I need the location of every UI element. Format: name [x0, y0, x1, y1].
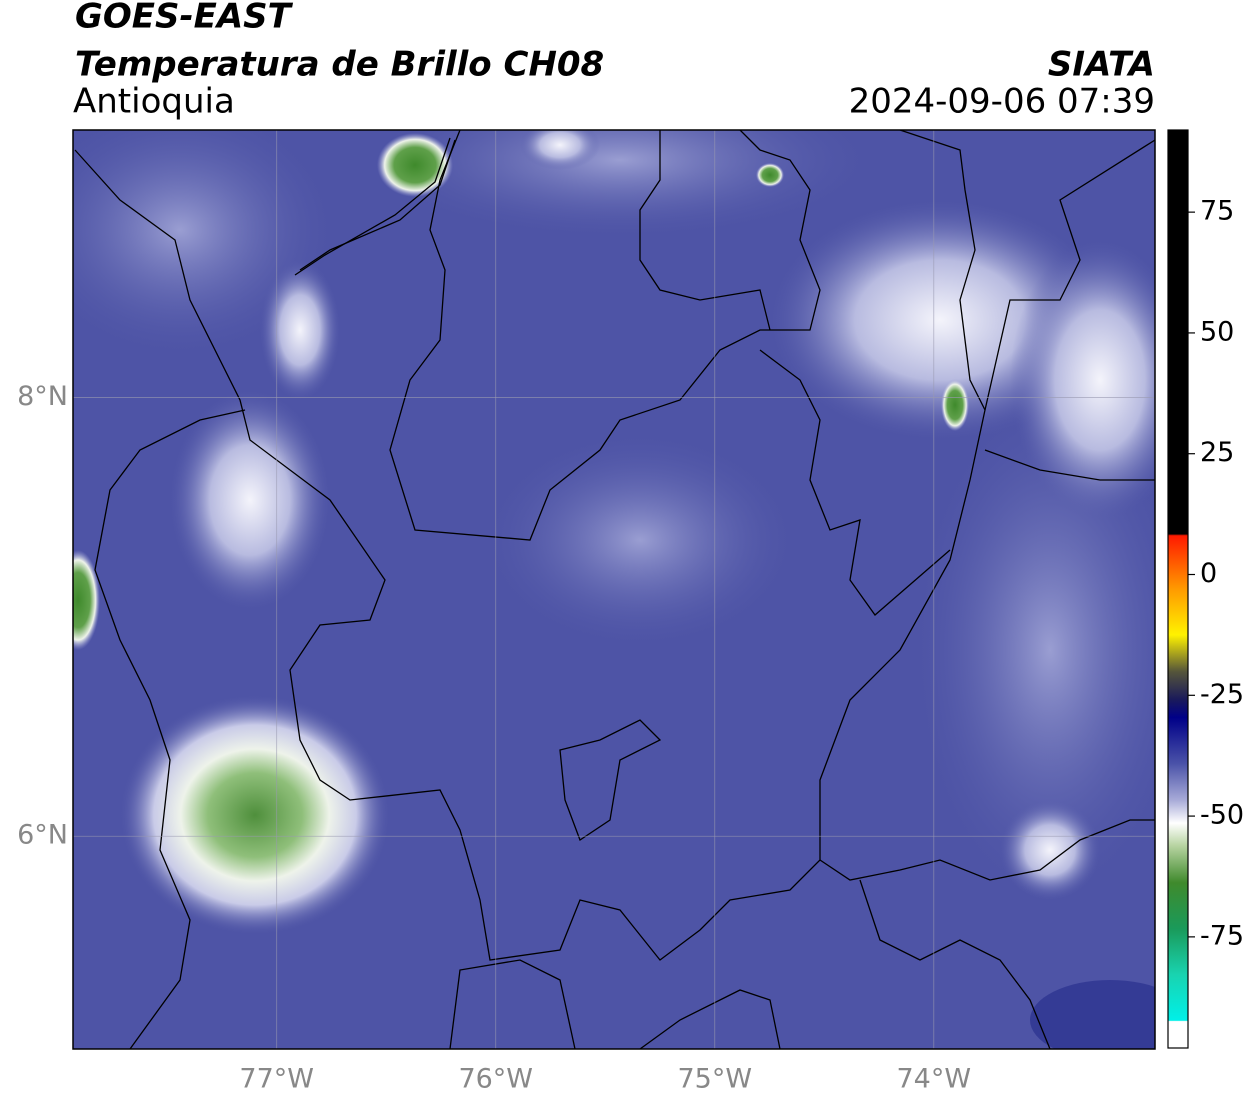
- colorbar-tick-label: -50: [1200, 800, 1244, 831]
- cloud: [910, 390, 1155, 910]
- cold-patch: [1030, 980, 1155, 1049]
- x-tick-label: 76°W: [458, 1064, 533, 1095]
- map-imagery: [73, 130, 1155, 1049]
- cloud: [480, 430, 800, 650]
- colorbar-tick-label: 0: [1200, 558, 1217, 589]
- cloud: [520, 130, 600, 170]
- y-tick-label: 6°N: [17, 820, 68, 851]
- colorbar-tick-label: -25: [1200, 679, 1244, 710]
- cloud: [170, 390, 330, 610]
- cloud: [1010, 240, 1155, 520]
- borders: [74, 130, 1155, 1049]
- colorbar-tick-label: 25: [1200, 437, 1234, 468]
- cloud: [360, 130, 880, 240]
- cloud: [1000, 800, 1100, 900]
- storm-cell: [73, 550, 100, 650]
- storm-cell: [941, 379, 969, 431]
- storm-cell: [120, 695, 390, 935]
- grid: [73, 130, 1155, 1049]
- x-tick-label: 74°W: [897, 1064, 972, 1095]
- colorbar-tick-label: 50: [1200, 316, 1234, 347]
- colorbar-tick-label: -75: [1200, 920, 1244, 951]
- storm-cell: [756, 163, 784, 187]
- agency-label: SIATA: [1048, 45, 1155, 85]
- storm-cell: [377, 133, 453, 197]
- cloud: [260, 260, 340, 400]
- x-tick-label: 75°W: [677, 1064, 752, 1095]
- product-title: Temperatura de Brillo CH08: [75, 45, 604, 85]
- timestamp: 2024-09-06 07:39: [849, 82, 1155, 122]
- colorbar-tick-label: 75: [1200, 196, 1234, 227]
- y-tick-label: 8°N: [17, 381, 68, 412]
- region-label: Antioquia: [73, 82, 235, 122]
- x-tick-label: 77°W: [239, 1064, 314, 1095]
- map-frame: [72, 129, 1156, 1050]
- colorbar: [1167, 129, 1189, 1049]
- satellite-title: GOES-EAST: [75, 0, 294, 37]
